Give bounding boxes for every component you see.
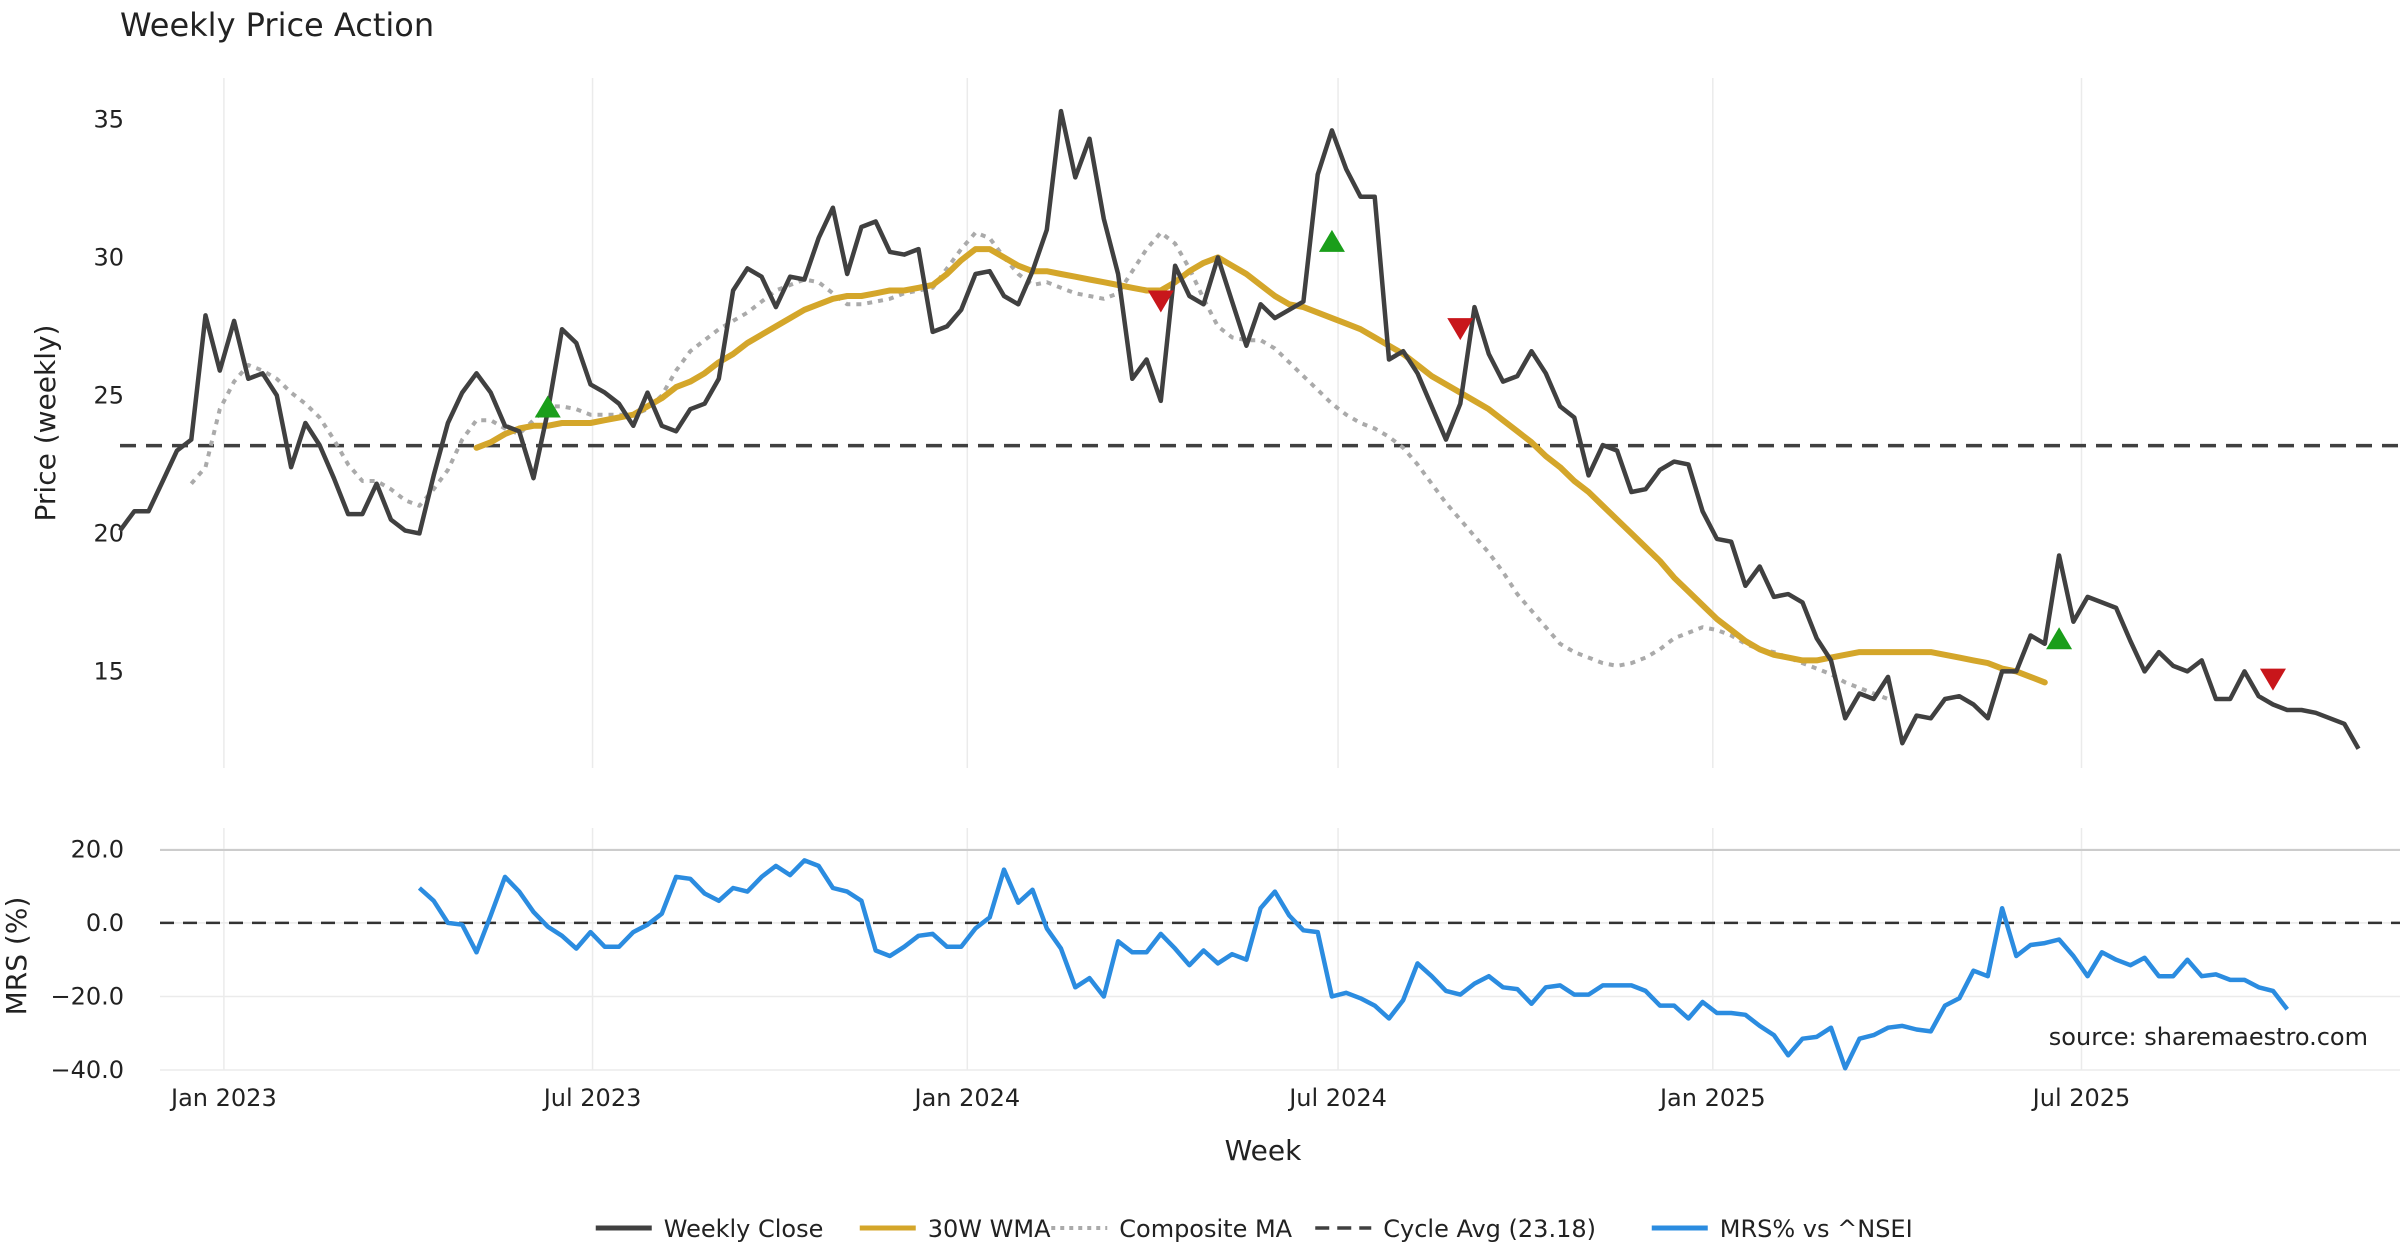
sub-ytick-label-1: −20.0 — [50, 982, 124, 1010]
composite-ma-line — [189, 230, 1889, 701]
sell-signal-marker-5 — [2259, 668, 2286, 691]
xtick-label-4: Jan 2025 — [1658, 1084, 1766, 1112]
source-annotation: source: sharemaestro.com — [2049, 1023, 2368, 1051]
legend-label-0: Weekly Close — [664, 1215, 824, 1243]
chart-title: Weekly Price Action — [120, 6, 434, 44]
buy-signal-marker-4 — [2046, 627, 2073, 650]
xtick-label-1: Jul 2023 — [542, 1084, 642, 1112]
xtick-label-3: Jul 2024 — [1287, 1084, 1387, 1112]
sell-signal-marker-1 — [1147, 290, 1174, 313]
main-ytick-label-0: 15 — [93, 657, 124, 685]
legend-label-4: MRS% vs ^NSEI — [1720, 1215, 1913, 1243]
xtick-label-2: Jan 2024 — [912, 1084, 1020, 1112]
legend-label-2: Composite MA — [1119, 1215, 1292, 1243]
x-axis-label: Week — [1225, 1134, 1302, 1167]
main-ytick-label-4: 35 — [93, 105, 124, 133]
legend-label-3: Cycle Avg (23.18) — [1383, 1215, 1596, 1243]
xtick-label-5: Jul 2025 — [2031, 1084, 2131, 1112]
main-ytick-label-3: 30 — [93, 243, 124, 271]
xtick-label-0: Jan 2023 — [169, 1084, 277, 1112]
main-ytick-label-1: 20 — [93, 519, 124, 547]
mrs-line — [417, 858, 2289, 1071]
weekly-close-line — [118, 108, 2361, 750]
sell-signal-marker-3 — [1447, 318, 1474, 341]
sub-ytick-label-3: 20.0 — [71, 835, 124, 863]
sub-ytick-label-0: −40.0 — [50, 1056, 124, 1084]
wma-30w-line — [473, 246, 2048, 686]
main-ytick-label-2: 25 — [93, 381, 124, 409]
buy-signal-marker-0 — [534, 395, 561, 418]
legend-label-1: 30W WMA — [928, 1215, 1051, 1243]
sub-ytick-label-2: 0.0 — [86, 909, 124, 937]
legend: Weekly Close 30W WMA Composite MA Cycle Avg… — [595, 1215, 1913, 1243]
buy-signal-marker-2 — [1318, 229, 1345, 252]
sub-ylabel: MRS (%) — [0, 897, 33, 1016]
main-ylabel: Price (weekly) — [29, 325, 62, 522]
